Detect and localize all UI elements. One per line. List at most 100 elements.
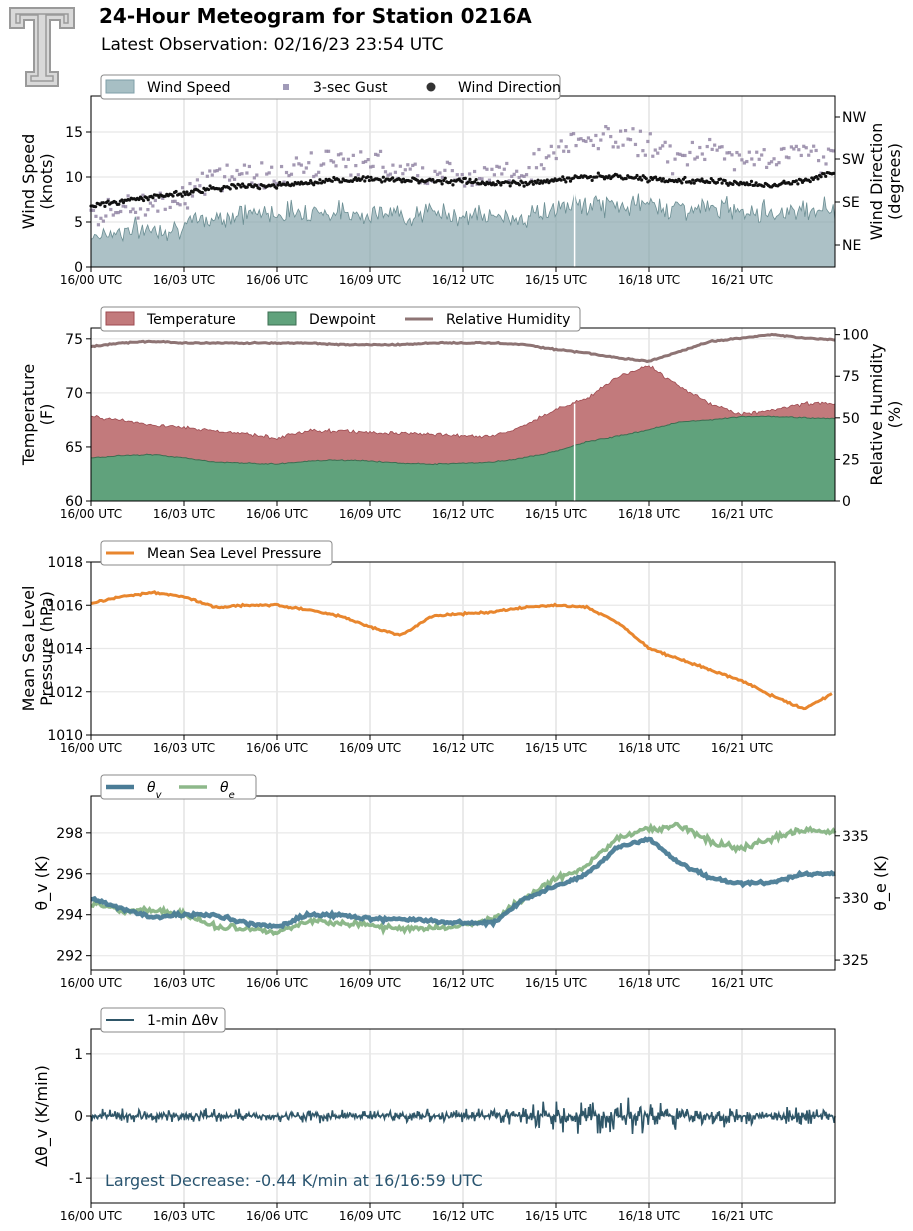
x-tick-label: 16/15 UTC [525,976,587,990]
gust-marker [262,186,266,190]
wind-direction-point [157,195,161,199]
gust-marker [542,167,546,171]
wind-direction-point [545,178,549,182]
wind-direction-point [562,177,566,182]
gust-marker [727,151,732,155]
gust-marker [114,211,118,215]
gust-marker [173,199,177,203]
gust-marker [235,168,239,173]
wind-direction-point [692,181,696,185]
y-tick-label: 10 [65,170,83,186]
gust-marker [329,159,333,163]
gust-marker [208,169,212,173]
x-tick-label: 16/12 UTC [432,976,494,990]
y2-tick-label: 50 [842,411,860,427]
gust-marker [200,171,204,175]
gust-marker [267,171,271,175]
x-tick-label: 16/09 UTC [339,976,401,990]
wind-direction-point [497,181,501,185]
gust-marker [737,153,742,157]
wind-direction-point [307,181,311,185]
panel-theta: 292 294 296 298 16/00 UTC 16/03 UTC 16/06 UTC 1… [32,774,891,990]
wind-direction-point [285,181,290,185]
gust-marker [532,152,536,156]
y2-tick-label: 330 [842,891,869,907]
gust-marker [789,145,793,149]
gust-marker [252,176,256,180]
wind-direction-point [431,178,435,182]
wind-direction-point [137,197,141,202]
wind-direction-point [559,178,563,182]
gust-marker [688,150,692,155]
gust-marker [331,160,336,164]
gust-marker [782,146,786,151]
gust-marker [693,157,697,161]
wind-direction-point [644,177,648,181]
y2-tick-label: SW [842,152,865,168]
gust-marker [537,147,541,152]
wind-direction-point [564,180,568,184]
wind-direction-point [507,181,511,185]
gust-marker [344,165,348,169]
gust-marker [809,149,813,153]
x-tick-label: 16/06 UTC [246,976,308,990]
gust-marker [614,140,618,144]
gust-marker [586,136,591,140]
gust-marker [408,167,412,171]
gust-marker [581,139,586,143]
gust-marker [477,177,482,181]
panel-wind: 0 5 10 15 16/00 UTC 16/03 UTC 16/06 UTC 16/09 U… [19,74,904,287]
gust-marker [161,196,165,200]
wind-direction-point [309,179,313,183]
gust-marker [767,161,771,165]
wind-direction-point [589,175,593,179]
y-tick-label: 75 [65,332,83,348]
gust-marker [292,163,296,167]
gust-marker [628,138,633,142]
y2-axis-label: θ_e (K) [871,855,891,911]
gust-marker [552,151,556,155]
wind-direction-point [468,177,472,181]
gust-marker [492,173,496,177]
gust-marker [188,181,192,186]
wind-direction-point [449,179,453,183]
wind-direction-point [624,176,628,181]
y2-tick-label: SE [842,195,860,211]
gust-marker [324,149,328,153]
gust-marker [653,148,657,152]
header: 24-Hour Meteogram for Station 0216A Late… [0,0,913,95]
gust-marker [326,149,331,153]
y-tick-label: 298 [56,826,83,842]
y-axis-label: θ_v (K) [32,855,52,910]
gust-marker [745,159,749,164]
x-tick-label: 16/21 UTC [711,976,773,990]
gust-marker [190,194,195,198]
gust-marker [520,174,524,178]
gust-marker [153,198,157,203]
wind-direction-point [700,177,704,181]
wind-direction-point [537,181,542,185]
gust-marker [574,143,578,148]
wind-direction-point [363,179,367,183]
wind-direction-point [718,177,723,181]
x-tick-label: 16/03 UTC [153,741,215,755]
x-tick-label: 16/09 UTC [339,1209,401,1223]
wind-direction-point [568,179,573,183]
gust-marker [237,172,242,176]
x-tick-label: 16/21 UTC [711,1209,773,1223]
gust-marker [180,186,185,190]
gust-marker [299,163,303,167]
wind-direction-point [499,183,503,187]
gust-marker [369,165,373,169]
gust-marker [705,144,709,149]
y-tick-label: 70 [65,386,83,402]
wind-direction-point [494,182,498,187]
gust-marker [616,145,620,149]
y-tick-label: 0 [74,260,83,276]
wind-direction-point [179,192,183,196]
gust-marker [213,169,217,173]
gust-marker [406,163,410,167]
y2-axis-label: Wind Direction [867,123,886,241]
x-tick-label: 16/18 UTC [618,976,680,990]
x-tick-label: 16/09 UTC [339,741,401,755]
